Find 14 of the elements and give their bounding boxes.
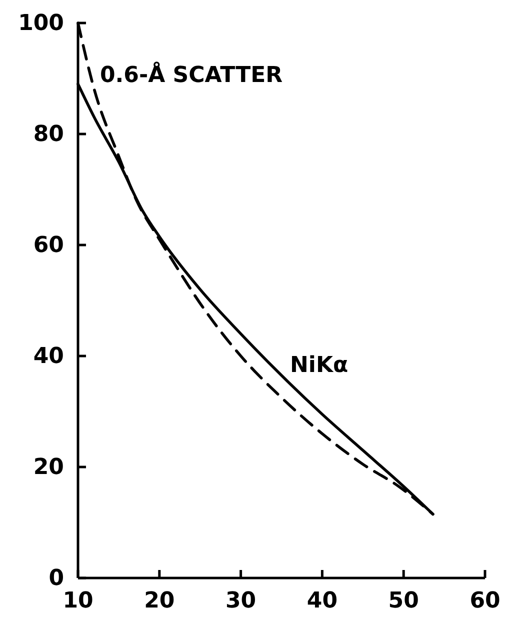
x-tick-label: 30 xyxy=(225,588,256,614)
y-tick-label: 0 xyxy=(48,566,64,592)
y-tick-label: 60 xyxy=(33,233,64,258)
y-tick-label: 100 xyxy=(18,11,64,36)
x-tick-label: 50 xyxy=(388,588,419,614)
x-tick-label: 40 xyxy=(306,588,338,614)
series-label: 0.6-Å SCATTER xyxy=(100,61,283,88)
x-tick-label: 20 xyxy=(144,588,175,614)
y-tick-label: 20 xyxy=(33,455,64,480)
y-tick-label: 80 xyxy=(33,122,64,148)
y-tick-label: 40 xyxy=(33,344,64,370)
x-tick-label: 60 xyxy=(470,588,500,614)
series-label: NiKα xyxy=(290,353,348,378)
x-tick-label: 10 xyxy=(62,588,94,614)
